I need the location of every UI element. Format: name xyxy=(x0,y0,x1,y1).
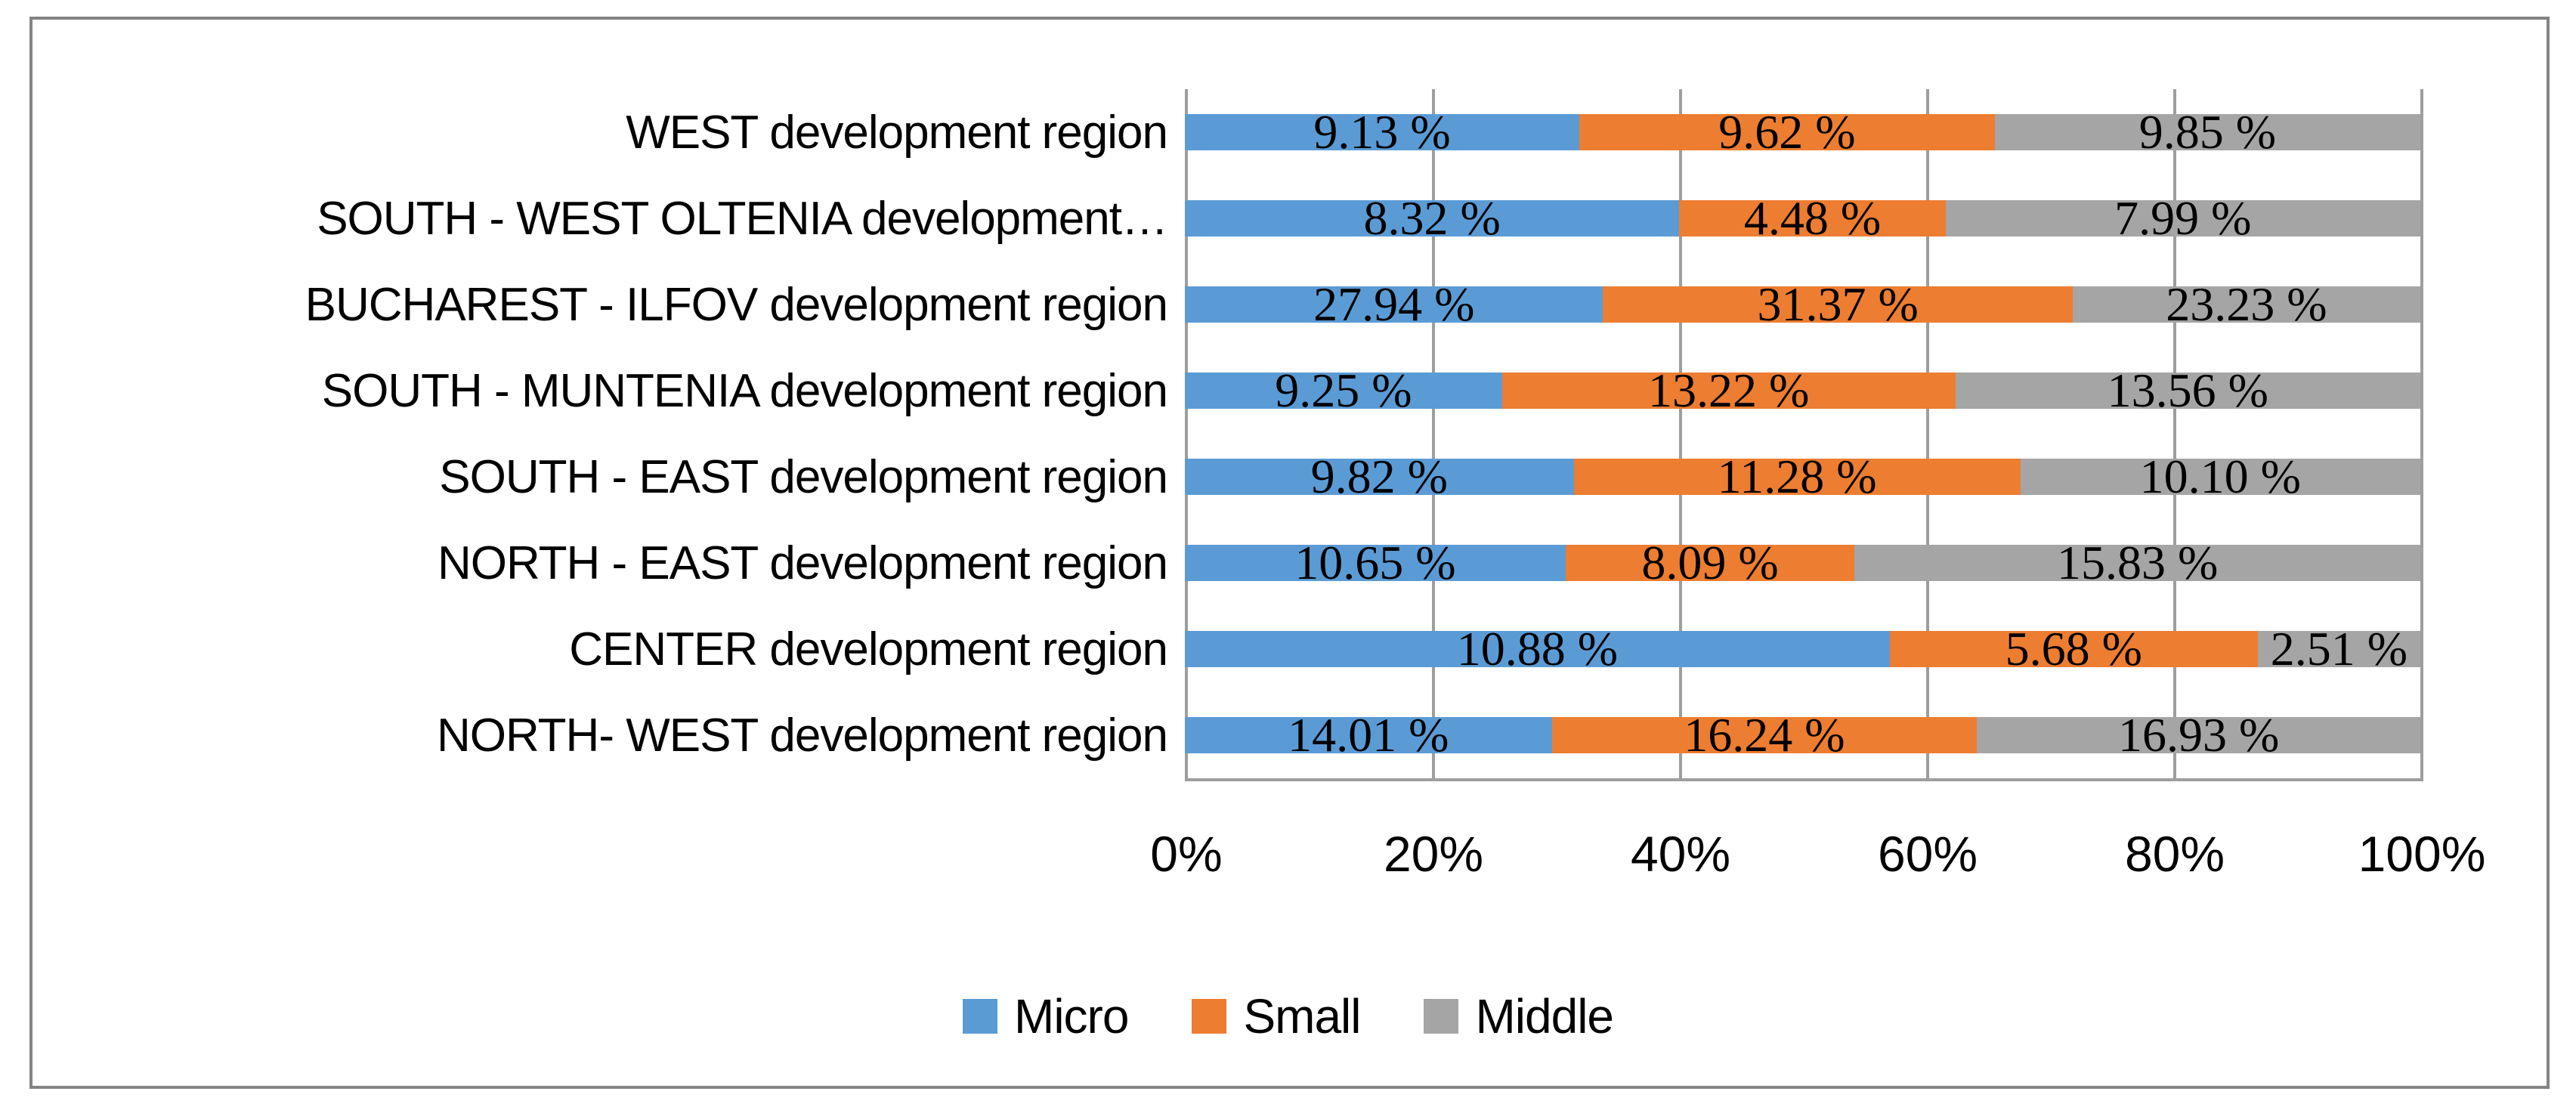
legend-label: Middle xyxy=(1475,989,1614,1043)
category-label: NORTH- WEST development region xyxy=(437,709,1168,762)
gridline-40% xyxy=(1679,89,1682,778)
bar-segment-middle[interactable]: 2.51 % xyxy=(2257,625,2420,673)
data-label: 14.01 % xyxy=(1288,708,1449,762)
data-label: 13.56 % xyxy=(2107,363,2268,417)
bar-segment-small[interactable]: 11.28 % xyxy=(1573,453,2021,501)
legend-item-middle[interactable]: Middle xyxy=(1424,988,1614,1044)
data-label: 13.22 % xyxy=(1648,363,1810,417)
data-label: 9.25 % xyxy=(1275,363,1412,417)
category-label: BUCHAREST - ILFOV development region xyxy=(305,278,1168,331)
bar-segment-middle[interactable]: 9.85 % xyxy=(1994,108,2420,156)
bar-segment-middle[interactable]: 15.83 % xyxy=(1854,539,2420,587)
data-label: 5.68 % xyxy=(2005,622,2142,676)
bar-segment-middle[interactable]: 23.23 % xyxy=(2072,280,2420,329)
bar-row: 8.32 % 4.48 % 7.99 % xyxy=(1185,194,2420,243)
bar-segment-small[interactable]: 31.37 % xyxy=(1603,280,2073,329)
data-label: 4.48 % xyxy=(1743,191,1882,245)
gridline-80% xyxy=(2173,89,2176,778)
data-label: 9.62 % xyxy=(1718,105,1856,159)
x-tick-label: 80% xyxy=(2124,826,2225,882)
bar-segment-micro[interactable]: 8.32 % xyxy=(1185,194,1680,243)
data-label: 9.13 % xyxy=(1313,105,1451,159)
category-label: WEST development region xyxy=(626,106,1168,159)
gridline-20% xyxy=(1432,89,1435,778)
bar-segment-micro[interactable]: 27.94 % xyxy=(1185,280,1603,329)
data-label: 9.82 % xyxy=(1310,450,1448,503)
x-tick-label: 20% xyxy=(1383,826,1484,882)
bar-segment-micro[interactable]: 9.13 % xyxy=(1185,108,1579,156)
legend-label: Micro xyxy=(1014,989,1129,1043)
data-label: 10.88 % xyxy=(1456,622,1619,676)
bar-segment-small[interactable]: 9.62 % xyxy=(1579,108,1995,156)
bar-segment-middle[interactable]: 10.10 % xyxy=(2020,453,2420,501)
data-label: 10.10 % xyxy=(2139,450,2301,503)
data-label: 11.28 % xyxy=(1717,450,1877,503)
bar-segment-middle[interactable]: 16.93 % xyxy=(1977,711,2420,759)
legend-swatch-icon xyxy=(1424,999,1459,1034)
x-axis-line xyxy=(1185,778,2423,781)
gridline-0% xyxy=(1185,89,1188,778)
x-tick-label: 40% xyxy=(1630,826,1731,882)
legend: Micro Small Middle xyxy=(31,982,2545,1050)
x-tick-label: 0% xyxy=(1150,826,1223,882)
bar-row: 14.01 % 16.24 % 16.93 % xyxy=(1185,711,2420,759)
bar-segment-small[interactable]: 13.22 % xyxy=(1501,366,1956,415)
bar-segment-middle[interactable]: 13.56 % xyxy=(1955,366,2420,415)
data-label: 2.51 % xyxy=(2270,622,2408,676)
bar-row: 9.82 % 11.28 % 10.10 % xyxy=(1185,453,2420,501)
data-label: 7.99 % xyxy=(2114,191,2252,245)
bar-segment-small[interactable]: 4.48 % xyxy=(1679,194,1946,243)
bar-row: 10.65 % 8.09 % 15.83 % xyxy=(1185,539,2420,587)
bar-segment-micro[interactable]: 9.82 % xyxy=(1185,453,1574,501)
legend-swatch-icon xyxy=(963,999,997,1034)
category-label: CENTER development region xyxy=(569,623,1168,676)
x-tick-label: 100% xyxy=(2358,826,2486,882)
category-label: SOUTH - MUNTENIA development region xyxy=(321,364,1168,417)
gridline-100% xyxy=(2420,89,2423,778)
data-label: 16.93 % xyxy=(2117,708,2280,762)
data-label: 10.65 % xyxy=(1294,536,1456,589)
data-label: 16.24 % xyxy=(1684,708,1845,762)
data-label: 23.23 % xyxy=(2166,277,2327,331)
data-label: 31.37 % xyxy=(1757,277,1919,331)
data-label: 9.85 % xyxy=(2138,105,2277,159)
bar-row: 27.94 % 31.37 % 23.23 % xyxy=(1185,280,2420,329)
bar-row: 10.88 % 5.68 % 2.51 % xyxy=(1185,625,2420,673)
legend-item-small[interactable]: Small xyxy=(1192,988,1361,1044)
category-label: SOUTH - EAST development region xyxy=(439,450,1168,503)
data-label: 8.09 % xyxy=(1641,536,1779,589)
bar-segment-small[interactable]: 8.09 % xyxy=(1565,539,1855,587)
bar-segment-micro[interactable]: 10.88 % xyxy=(1185,625,1890,673)
bar-row: 9.25 % 13.22 % 13.56 % xyxy=(1185,366,2420,415)
bar-segment-micro[interactable]: 10.65 % xyxy=(1185,539,1566,587)
bar-row: 9.13 % 9.62 % 9.85 % xyxy=(1185,108,2420,156)
x-tick-label: 60% xyxy=(1877,826,1978,882)
bar-segment-small[interactable]: 16.24 % xyxy=(1551,711,1978,759)
bar-segment-micro[interactable]: 9.25 % xyxy=(1185,366,1502,415)
legend-item-micro[interactable]: Micro xyxy=(963,988,1129,1044)
data-label: 15.83 % xyxy=(2056,536,2219,589)
legend-label: Small xyxy=(1243,989,1361,1043)
bar-segment-small[interactable]: 5.68 % xyxy=(1889,625,2258,673)
legend-swatch-icon xyxy=(1192,999,1227,1034)
data-label: 8.32 % xyxy=(1363,191,1501,245)
gridline-60% xyxy=(1926,89,1929,778)
category-label: NORTH - EAST development region xyxy=(437,536,1168,589)
category-label: SOUTH - WEST OLTENIA development… xyxy=(317,192,1168,245)
bar-segment-middle[interactable]: 7.99 % xyxy=(1945,194,2420,243)
data-label: 27.94 % xyxy=(1313,277,1475,331)
bar-segment-micro[interactable]: 14.01 % xyxy=(1185,711,1552,759)
